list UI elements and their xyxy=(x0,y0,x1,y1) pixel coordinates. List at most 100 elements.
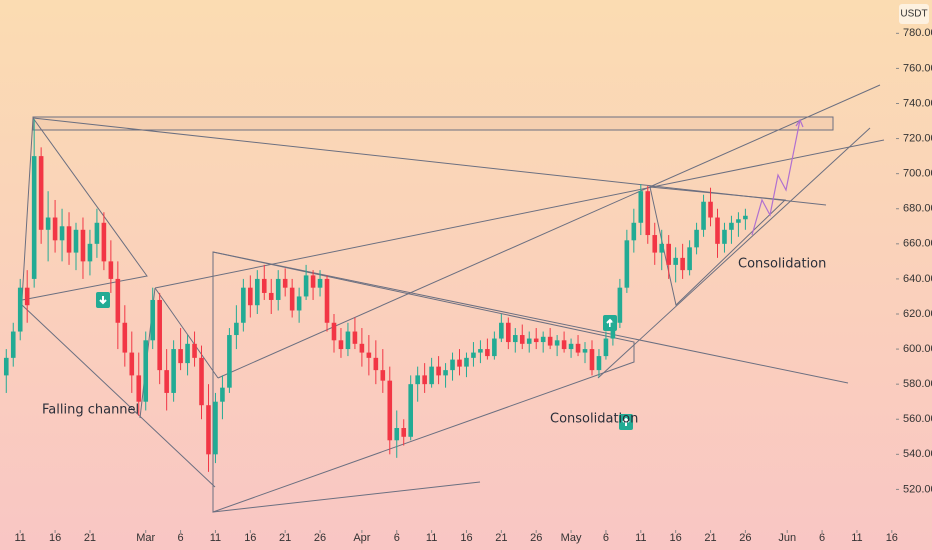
candle-body xyxy=(227,335,232,388)
candle-body xyxy=(296,296,302,311)
candle-body xyxy=(352,331,358,344)
candle-body xyxy=(185,343,190,364)
y-tick-label: 760.00 xyxy=(903,62,932,74)
candle-body xyxy=(17,287,23,332)
candle-body xyxy=(701,201,706,230)
candle-body xyxy=(666,243,671,265)
y-tick-label: 620.00 xyxy=(903,308,932,320)
candle-body xyxy=(736,219,741,223)
y-tick-label: 660.00 xyxy=(903,238,932,250)
candle-body xyxy=(380,370,386,381)
y-tick-label: 740.00 xyxy=(903,97,932,109)
candle-body xyxy=(101,222,107,262)
x-tick-label: 21 xyxy=(704,532,716,544)
triangle xyxy=(21,116,148,301)
candle-body xyxy=(52,217,58,241)
candle-body xyxy=(248,287,253,306)
candle-body xyxy=(394,428,400,441)
x-tick-label: 26 xyxy=(739,532,751,544)
trend-line xyxy=(212,251,849,384)
y-tick-label: 700.00 xyxy=(903,168,932,180)
candle-body xyxy=(471,352,476,358)
candle-body xyxy=(457,359,462,367)
candle-body xyxy=(310,275,316,288)
candle-body xyxy=(268,292,274,300)
candle-body xyxy=(708,201,713,218)
trend-line xyxy=(597,127,871,379)
candle-body xyxy=(331,322,337,341)
candle-body xyxy=(143,340,149,402)
x-tick-label: 16 xyxy=(49,532,61,544)
candle-body xyxy=(150,299,156,341)
drawings: Falling channel Consolidation Consolidat… xyxy=(21,84,885,513)
candle-body xyxy=(659,243,665,253)
trend-line xyxy=(21,304,216,488)
candle-body xyxy=(589,349,595,371)
y-tick-label: 560.00 xyxy=(903,413,932,425)
candle-body xyxy=(213,401,218,455)
candle-body xyxy=(73,229,79,253)
candle-body xyxy=(59,226,65,241)
candle-body xyxy=(241,287,246,323)
candle-body xyxy=(359,343,365,353)
candle-body xyxy=(617,287,623,323)
annotation: Consolidation xyxy=(738,257,826,272)
y-tick-label: 780.00 xyxy=(903,27,932,39)
candle-body xyxy=(94,222,100,244)
y-tick-label: 600.00 xyxy=(903,343,932,355)
x-tick-label: 6 xyxy=(394,532,400,544)
x-tick-label: 26 xyxy=(314,532,326,544)
candle-body xyxy=(547,336,553,346)
candle-body xyxy=(645,191,651,236)
candle-body xyxy=(408,384,413,437)
down-icon xyxy=(96,292,110,308)
x-tick-label: 26 xyxy=(530,532,542,544)
x-tick-label: 16 xyxy=(244,532,256,544)
candle-body xyxy=(317,278,323,288)
candle-body xyxy=(387,380,393,441)
y-tick-label: 520.00 xyxy=(903,483,932,495)
candle-body xyxy=(206,405,211,455)
y-tick-label: 540.00 xyxy=(903,448,932,460)
y-tick-label: 580.00 xyxy=(903,378,932,390)
candle-body xyxy=(499,322,504,339)
candle-body xyxy=(115,278,121,323)
x-tick-label: 11 xyxy=(851,532,862,544)
candle-body xyxy=(66,226,72,253)
candle-body xyxy=(715,217,720,244)
candle-body xyxy=(512,335,518,343)
candle-body xyxy=(254,278,260,306)
candle-body xyxy=(492,338,497,357)
x-tick-label: 16 xyxy=(670,532,682,544)
candle-body xyxy=(443,370,448,376)
trend-line xyxy=(217,84,881,379)
x-tick-label: 11 xyxy=(426,532,437,544)
candle-body xyxy=(289,287,295,311)
candle-body xyxy=(282,278,288,288)
x-tick-label: 16 xyxy=(460,532,472,544)
candle-body xyxy=(429,366,434,385)
candle-body xyxy=(192,343,197,358)
x-tick-label: 11 xyxy=(210,532,221,544)
candle-body xyxy=(631,222,637,241)
x-tick-label: 6 xyxy=(819,532,825,544)
candle-body xyxy=(220,387,225,402)
candle-body xyxy=(31,156,37,279)
y-tick-label: 720.00 xyxy=(903,132,932,144)
candle-body xyxy=(722,229,727,244)
candle-body xyxy=(275,278,281,300)
resistance-zone xyxy=(32,116,834,131)
candle-body xyxy=(596,356,602,371)
candle-body xyxy=(129,352,135,376)
candle-body xyxy=(45,217,51,230)
x-tick-label: Jun xyxy=(778,532,796,544)
candle-body xyxy=(108,261,114,279)
candle-body xyxy=(178,349,183,364)
candle-body xyxy=(694,229,699,248)
candle-body xyxy=(575,343,581,353)
candle-body xyxy=(533,338,539,343)
candle-body xyxy=(673,257,678,265)
candle-body xyxy=(519,335,525,344)
